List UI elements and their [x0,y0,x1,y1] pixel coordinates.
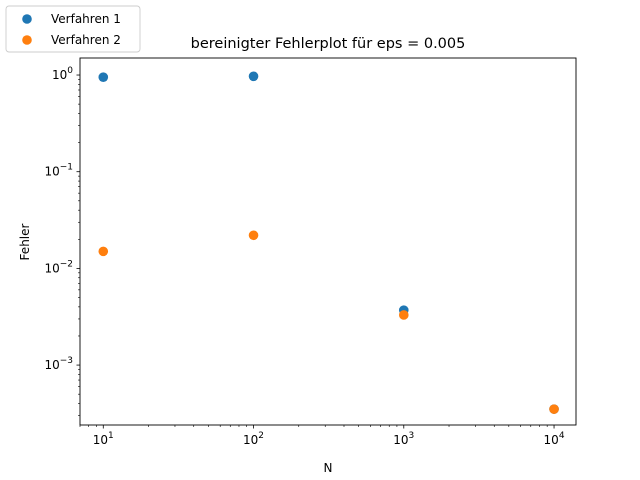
y-minor-ticks [78,79,80,416]
series-1-point [248,71,259,82]
legend-marker-verfahren-2 [22,35,32,45]
y-tick-label: 10−2 [44,259,73,275]
x-tick-label: 103 [393,431,414,447]
plot-area: 101 102 103 104 10−3 10−2 10−1 100 [44,57,577,447]
legend: Verfahren 1 Verfahren 2 [5,5,141,53]
legend-frame [5,5,141,53]
x-tick-label: 101 [93,431,114,447]
series-2-point [248,230,259,241]
x-axis-label: N [324,461,333,475]
data-points [98,71,559,414]
series-2-point [549,404,559,414]
x-tick-label: 102 [243,431,264,447]
y-axis-label: Fehler [18,223,32,260]
x-axis-ticks: 101 102 103 104 [93,425,565,447]
series-1-point [98,72,109,82]
legend-marker-verfahren-1 [22,14,32,24]
chart-title: bereinigter Fehlerplot für eps = 0.005 [191,36,466,52]
x-tick-label: 104 [544,431,565,447]
x-minor-ticks [79,425,548,427]
y-axis-ticks: 10−3 10−2 10−1 100 [44,66,80,372]
y-tick-label: 10−3 [44,356,73,372]
y-tick-label: 10−1 [44,163,73,179]
legend-label-verfahren-1: Verfahren 1 [51,12,121,26]
y-tick-label: 100 [52,66,73,82]
axes-frame [79,57,577,426]
legend-label-verfahren-2: Verfahren 2 [51,33,121,47]
series-2-point [98,246,109,257]
series-2-point [398,310,409,320]
